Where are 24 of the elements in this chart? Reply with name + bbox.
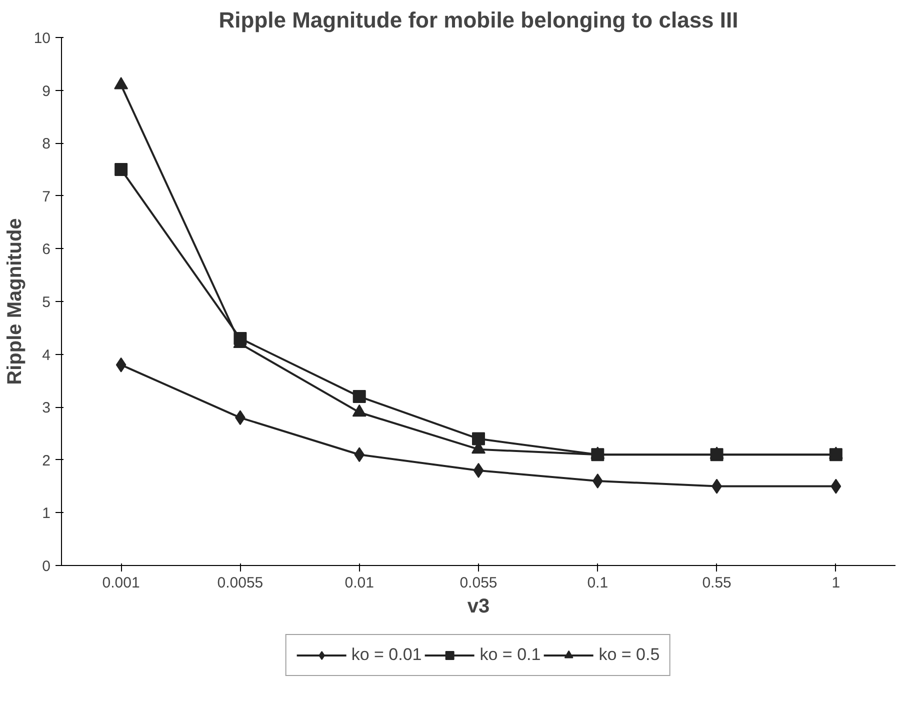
y-tick-label: 3 [42, 400, 50, 417]
x-axis-title: v3 [467, 596, 490, 618]
y-tick-label: 8 [42, 136, 50, 153]
y-tick-label: 6 [42, 241, 50, 258]
y-tick-label: 1 [42, 505, 50, 522]
x-tick-label: 0.1 [587, 574, 608, 592]
x-tick-label: 0.0055 [217, 574, 264, 592]
chart-title: Ripple Magnitude for mobile belonging to class III [218, 8, 738, 32]
x-tick-label: 0.055 [460, 574, 498, 592]
y-tick-label: 9 [42, 82, 50, 100]
x-tick-label: 0.55 [702, 574, 732, 592]
y-tick-label: 10 [34, 30, 51, 47]
x-tick-label: 0.001 [102, 574, 140, 592]
y-tick-label: 0 [42, 558, 50, 575]
legend-label: ko = 0.1 [480, 645, 541, 665]
y-tick-label: 5 [42, 294, 50, 311]
y-tick-label: 2 [42, 452, 50, 470]
y-axis-title: Ripple Magnitude [4, 218, 26, 385]
x-tick-label: 0.01 [344, 574, 374, 592]
legend-label: ko = 0.5 [598, 645, 660, 665]
y-tick-label: 4 [42, 346, 50, 364]
legend-label: ko = 0.01 [351, 645, 422, 665]
y-tick-label: 7 [42, 188, 50, 206]
x-tick-label: 1 [832, 574, 840, 592]
